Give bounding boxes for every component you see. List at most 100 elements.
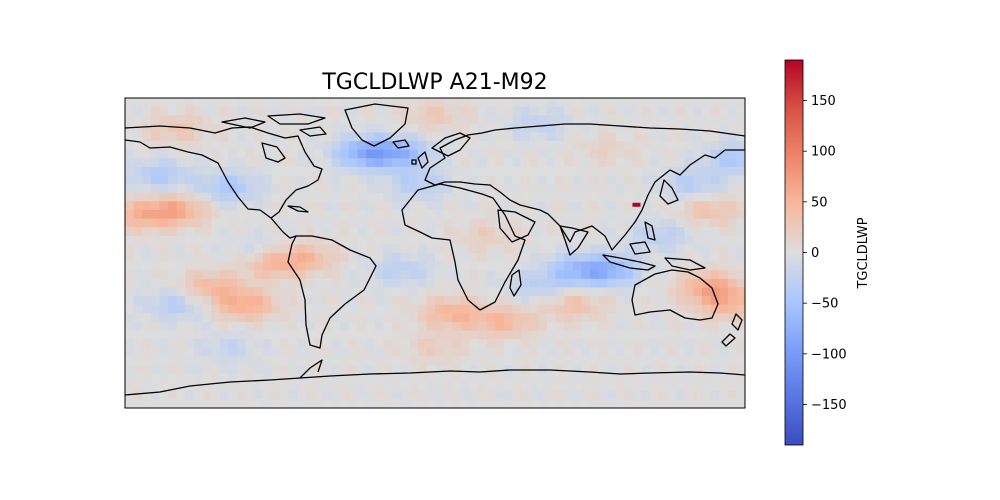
heatmap-cell (142, 356, 152, 366)
heatmap-cell (615, 132, 626, 142)
heatmap-cell (366, 158, 376, 168)
heatmap-cell (383, 373, 393, 383)
heatmap-cell (125, 270, 135, 280)
heatmap-cell (202, 399, 212, 408)
heatmap-cell (529, 321, 539, 332)
heatmap-cell (658, 218, 669, 228)
heatmap-cell (615, 184, 626, 194)
heatmap-cell (219, 304, 229, 314)
heatmap-cell (581, 209, 591, 220)
heatmap-cell (305, 382, 316, 392)
heatmap-cell (538, 209, 548, 220)
heatmap-cell (581, 149, 591, 159)
heatmap-cell (168, 270, 178, 280)
heatmap-cell (452, 244, 462, 254)
heatmap-cell (245, 313, 255, 323)
heatmap-cell (581, 106, 591, 116)
heatmap-cell (297, 132, 307, 142)
heatmap-cell (280, 201, 290, 211)
heatmap-cell (469, 278, 479, 289)
heatmap-cell (529, 184, 539, 194)
heatmap-cell (460, 184, 471, 194)
heatmap-cell (503, 158, 514, 168)
heatmap-cell (357, 235, 367, 245)
heatmap-cell (607, 253, 617, 263)
heatmap-cell (340, 158, 350, 168)
heatmap-cell (254, 339, 264, 349)
heatmap-cell (478, 175, 488, 185)
heatmap-cell (331, 373, 341, 383)
heatmap-cell (529, 278, 539, 289)
heatmap-cell (658, 296, 669, 306)
heatmap-cell (435, 244, 445, 254)
heatmap-cell (254, 175, 264, 185)
coastline-antarctica (125, 369, 745, 396)
heatmap-cell (426, 158, 436, 168)
heatmap-cell (211, 227, 221, 237)
heatmap-cell (168, 201, 178, 211)
heatmap-cell (650, 347, 660, 357)
heatmap-cell (521, 235, 531, 245)
heatmap-cell (658, 209, 669, 220)
heatmap-cell (185, 364, 195, 375)
heatmap-cell (348, 98, 359, 108)
heatmap-cell (521, 106, 531, 116)
heatmap-cell (486, 253, 496, 263)
heatmap-cell (159, 235, 169, 245)
heatmap-cell (211, 218, 221, 228)
heatmap-cell (736, 123, 745, 134)
heatmap-cell (641, 390, 651, 400)
heatmap-cell (254, 244, 264, 254)
heatmap-cell (710, 192, 720, 202)
heatmap-cell (546, 253, 557, 263)
heatmap-cell (581, 356, 591, 366)
heatmap-cell (478, 184, 488, 194)
heatmap-cell (495, 261, 505, 271)
heatmap-cell (211, 321, 221, 332)
heatmap-cell (443, 399, 453, 408)
heatmap-cell (185, 201, 195, 211)
heatmap-cell (667, 339, 677, 349)
heatmap-cell (710, 321, 720, 332)
heatmap-cell (435, 261, 445, 271)
heatmap-cell (323, 106, 333, 116)
heatmap-cell (624, 373, 634, 383)
heatmap-cell (211, 192, 221, 202)
heatmap-cell (262, 270, 272, 280)
heatmap-cell (529, 201, 539, 211)
heatmap-cell (710, 235, 720, 245)
heatmap-cell (142, 149, 152, 159)
heatmap-cell (546, 149, 557, 159)
heatmap-cell (443, 261, 453, 271)
heatmap-cell (590, 115, 600, 125)
heatmap-cell (555, 253, 565, 263)
heatmap-cell (254, 347, 264, 357)
heatmap-cell (676, 149, 686, 159)
heatmap-cell (495, 373, 505, 383)
heatmap-cell (323, 184, 333, 194)
coastline-arctic-islands (221, 113, 327, 137)
heatmap-cell (271, 106, 281, 116)
heatmap-cell (555, 227, 565, 237)
heatmap-cell (305, 313, 316, 323)
heatmap-cell (658, 261, 669, 271)
heatmap-cell (219, 278, 229, 289)
heatmap-cell (236, 235, 247, 245)
heatmap-cell (486, 330, 496, 340)
heatmap-cell (719, 270, 729, 280)
heatmap-cell (357, 356, 367, 366)
heatmap-cell (314, 244, 324, 254)
heatmap-cell (133, 235, 143, 245)
heatmap-cell (245, 330, 255, 340)
heatmap-cell (357, 132, 367, 142)
heatmap-cell (460, 218, 471, 228)
heatmap-cell (262, 141, 272, 151)
heatmap-cell (676, 347, 686, 357)
heatmap-cell (280, 278, 290, 289)
heatmap-cell (185, 115, 195, 125)
heatmap-cell (202, 132, 212, 142)
heatmap-cell (538, 390, 548, 400)
heatmap-cell (176, 364, 186, 375)
heatmap-cell (323, 278, 333, 289)
